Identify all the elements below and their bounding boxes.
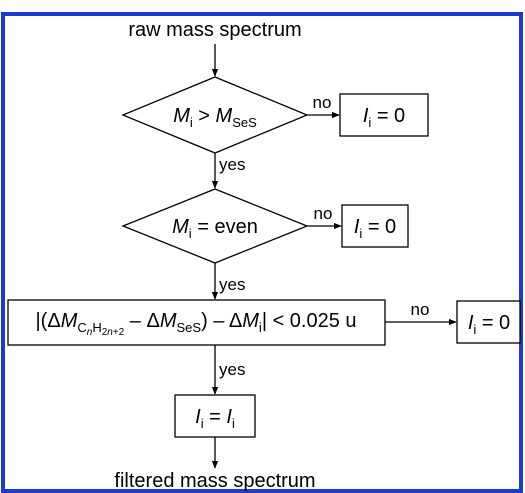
text: i [473, 322, 476, 337]
text: i [368, 115, 371, 130]
text: = 0 [371, 105, 405, 127]
final: Ii = Ii [195, 406, 235, 431]
text: M [172, 216, 189, 238]
condition: |(ΔMCnH2n+2 – ΔMSeS) – ΔMi| < 0.025 u [35, 310, 356, 338]
result: Ii = 0 [354, 216, 396, 241]
text: M [160, 310, 177, 332]
text: I [195, 406, 201, 428]
text: = 0 [362, 216, 396, 238]
text: i [232, 416, 235, 431]
result: Ii = 0 [468, 312, 510, 337]
text: I [354, 216, 360, 238]
text: M [216, 105, 233, 127]
final-box [174, 394, 256, 438]
condition: Mi > MSeS [173, 105, 257, 130]
text: = 0 [476, 312, 510, 334]
text: 2 [102, 327, 108, 338]
text: SeS [177, 320, 202, 335]
text: +2 [113, 327, 125, 338]
text: I [226, 406, 232, 428]
text: |(Δ [35, 310, 60, 332]
yes-label: yes [219, 360, 245, 379]
text: i [259, 320, 262, 335]
result-box [456, 300, 521, 344]
text: i [190, 115, 193, 130]
text: n [107, 327, 113, 338]
text: I [363, 105, 369, 127]
yes-label: yes [219, 275, 245, 294]
condition-box [7, 299, 386, 346]
no-label: no [313, 93, 332, 112]
text: – Δ [124, 310, 160, 332]
text: > [193, 105, 216, 127]
no-label: no [314, 204, 333, 223]
text: M [173, 105, 190, 127]
text: I [468, 312, 474, 334]
text: H [92, 320, 101, 335]
result-box [341, 204, 409, 248]
text: C [77, 320, 86, 335]
text: = even [192, 216, 258, 238]
text: | < 0.025 u [262, 310, 357, 332]
no-label: no [411, 300, 430, 319]
condition: Mi = even [172, 216, 258, 241]
result: Ii = 0 [363, 105, 405, 130]
text: i [201, 416, 204, 431]
text: i [359, 226, 362, 241]
start-label: raw mass spectrum [128, 19, 301, 41]
yes-label: yes [219, 155, 245, 174]
text: n [87, 327, 93, 338]
text: i [189, 226, 192, 241]
result-box [339, 93, 429, 137]
text: ) – Δ [201, 310, 242, 332]
text: = [204, 406, 227, 428]
text: M [242, 310, 259, 332]
text: M [61, 310, 78, 332]
text: SeS [232, 115, 257, 130]
frame [1, 12, 523, 493]
end-label: filtered mass spectrum [114, 470, 315, 492]
